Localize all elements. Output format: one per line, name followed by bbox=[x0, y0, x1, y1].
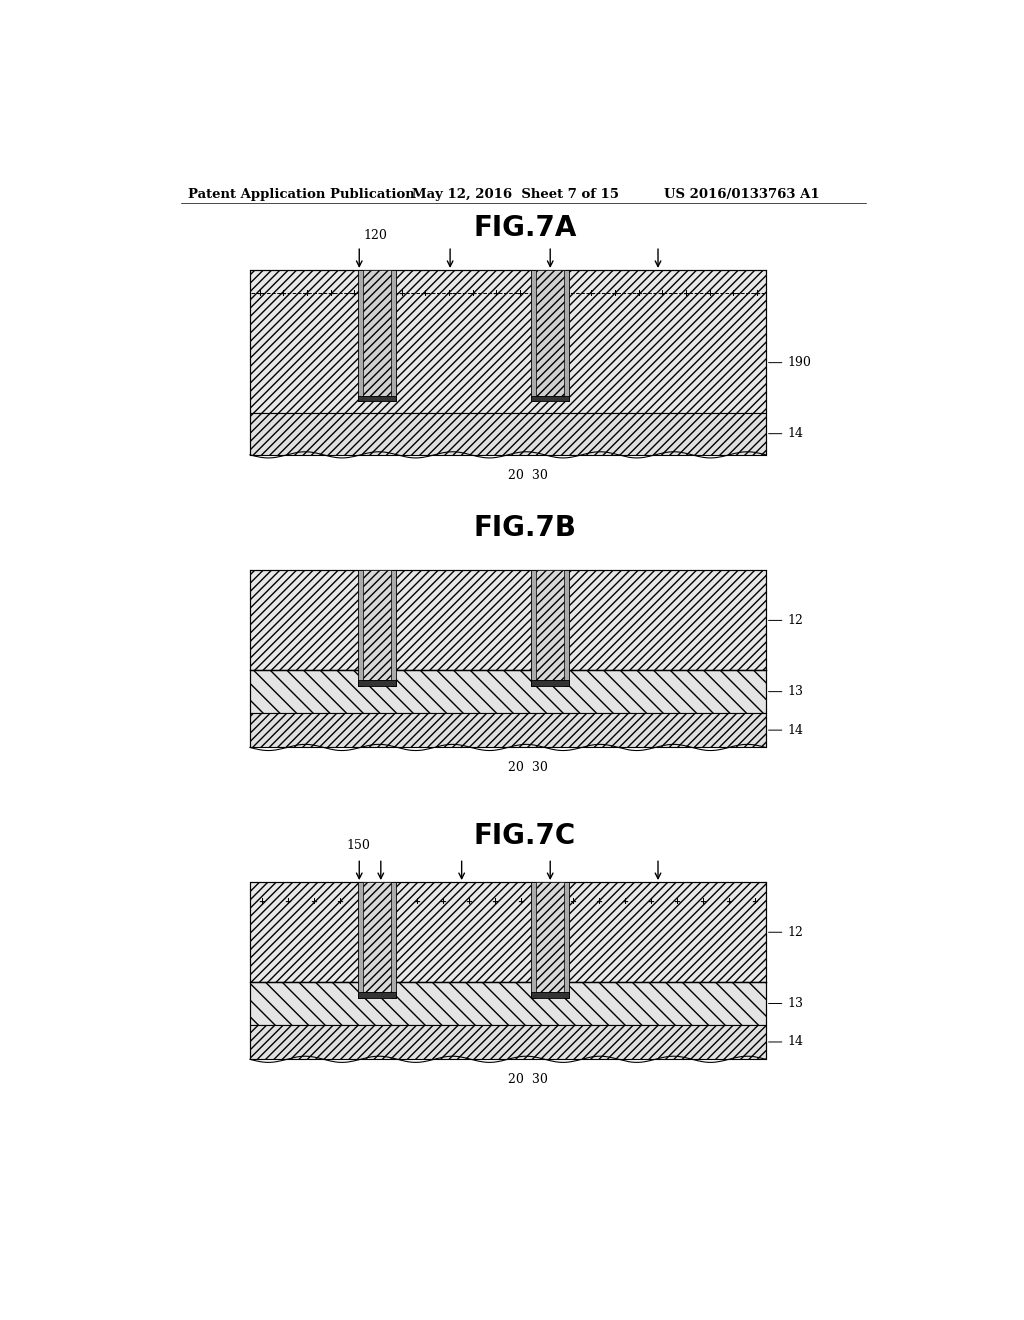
Text: 20  30: 20 30 bbox=[508, 1073, 548, 1086]
Text: US 2016/0133763 A1: US 2016/0133763 A1 bbox=[665, 187, 820, 201]
Bar bbox=[531, 271, 537, 401]
Bar bbox=[357, 882, 364, 998]
Text: +: + bbox=[493, 289, 500, 297]
Text: 14: 14 bbox=[769, 723, 804, 737]
Text: 14: 14 bbox=[769, 1035, 804, 1048]
Bar bbox=[357, 271, 364, 401]
Bar bbox=[357, 396, 396, 401]
Text: +: + bbox=[569, 898, 577, 906]
Text: +: + bbox=[303, 289, 310, 297]
Text: 13: 13 bbox=[769, 685, 804, 698]
Text: Patent Application Publication: Patent Application Publication bbox=[188, 187, 415, 201]
Text: +: + bbox=[414, 898, 421, 906]
Bar bbox=[531, 993, 569, 998]
Text: +: + bbox=[587, 289, 594, 297]
Text: +: + bbox=[280, 289, 287, 297]
Text: +: + bbox=[327, 289, 334, 297]
Text: +: + bbox=[517, 898, 524, 906]
Bar bbox=[531, 882, 537, 998]
Text: +: + bbox=[256, 289, 262, 297]
Text: +: + bbox=[422, 289, 428, 297]
Text: +: + bbox=[729, 289, 736, 297]
Text: +: + bbox=[466, 898, 472, 906]
Text: +: + bbox=[563, 289, 570, 297]
Bar bbox=[531, 681, 569, 686]
Bar bbox=[250, 671, 766, 713]
Text: +: + bbox=[540, 289, 547, 297]
Bar bbox=[391, 882, 396, 998]
Bar bbox=[357, 993, 396, 998]
Text: +: + bbox=[516, 289, 523, 297]
Text: 120: 120 bbox=[364, 230, 388, 243]
Text: +: + bbox=[699, 898, 706, 906]
Text: +: + bbox=[706, 289, 713, 297]
Bar bbox=[364, 271, 391, 396]
Text: +: + bbox=[647, 898, 654, 906]
Text: +: + bbox=[658, 289, 666, 297]
Text: +: + bbox=[258, 898, 265, 906]
Bar bbox=[357, 570, 364, 686]
Text: +: + bbox=[439, 898, 446, 906]
Text: 13: 13 bbox=[769, 997, 804, 1010]
Bar bbox=[537, 570, 564, 681]
Text: +: + bbox=[635, 289, 642, 297]
Bar bbox=[564, 271, 569, 401]
Text: +: + bbox=[544, 898, 550, 906]
Bar bbox=[537, 271, 564, 396]
Bar bbox=[364, 570, 391, 681]
Bar bbox=[250, 570, 766, 671]
Bar bbox=[250, 1024, 766, 1059]
Text: +: + bbox=[350, 289, 357, 297]
Text: +: + bbox=[336, 898, 343, 906]
Text: 190: 190 bbox=[769, 356, 811, 370]
Text: 20  30: 20 30 bbox=[508, 469, 548, 482]
Bar bbox=[250, 271, 766, 413]
Bar bbox=[250, 412, 766, 455]
Text: +: + bbox=[622, 898, 628, 906]
Text: 12: 12 bbox=[769, 925, 803, 939]
Text: +: + bbox=[492, 898, 499, 906]
Bar bbox=[250, 882, 766, 982]
Text: +: + bbox=[469, 289, 476, 297]
Bar bbox=[357, 681, 396, 686]
Text: +: + bbox=[753, 289, 760, 297]
Bar bbox=[391, 271, 396, 401]
Text: +: + bbox=[374, 289, 381, 297]
Text: 20  30: 20 30 bbox=[508, 762, 548, 775]
Bar bbox=[564, 570, 569, 686]
Text: 150: 150 bbox=[346, 840, 370, 853]
Text: +: + bbox=[310, 898, 316, 906]
Text: +: + bbox=[361, 898, 369, 906]
Bar bbox=[250, 713, 766, 747]
Text: +: + bbox=[611, 289, 617, 297]
Text: 12: 12 bbox=[769, 614, 803, 627]
Text: FIG.7B: FIG.7B bbox=[473, 513, 577, 543]
Text: +: + bbox=[595, 898, 602, 906]
Text: +: + bbox=[751, 898, 758, 906]
Bar bbox=[531, 396, 569, 401]
Text: +: + bbox=[682, 289, 689, 297]
Text: +: + bbox=[725, 898, 732, 906]
Text: +: + bbox=[673, 898, 680, 906]
Bar bbox=[531, 570, 537, 686]
Text: May 12, 2016  Sheet 7 of 15: May 12, 2016 Sheet 7 of 15 bbox=[412, 187, 618, 201]
Text: +: + bbox=[397, 289, 404, 297]
Text: 14: 14 bbox=[769, 428, 804, 440]
Bar bbox=[364, 882, 391, 993]
Bar bbox=[564, 882, 569, 998]
Text: FIG.7A: FIG.7A bbox=[473, 214, 577, 242]
Text: +: + bbox=[445, 289, 453, 297]
Bar bbox=[250, 982, 766, 1024]
Text: +: + bbox=[388, 898, 394, 906]
Text: +: + bbox=[284, 898, 291, 906]
Bar bbox=[537, 882, 564, 993]
Bar bbox=[391, 570, 396, 686]
Text: FIG.7C: FIG.7C bbox=[474, 822, 575, 850]
